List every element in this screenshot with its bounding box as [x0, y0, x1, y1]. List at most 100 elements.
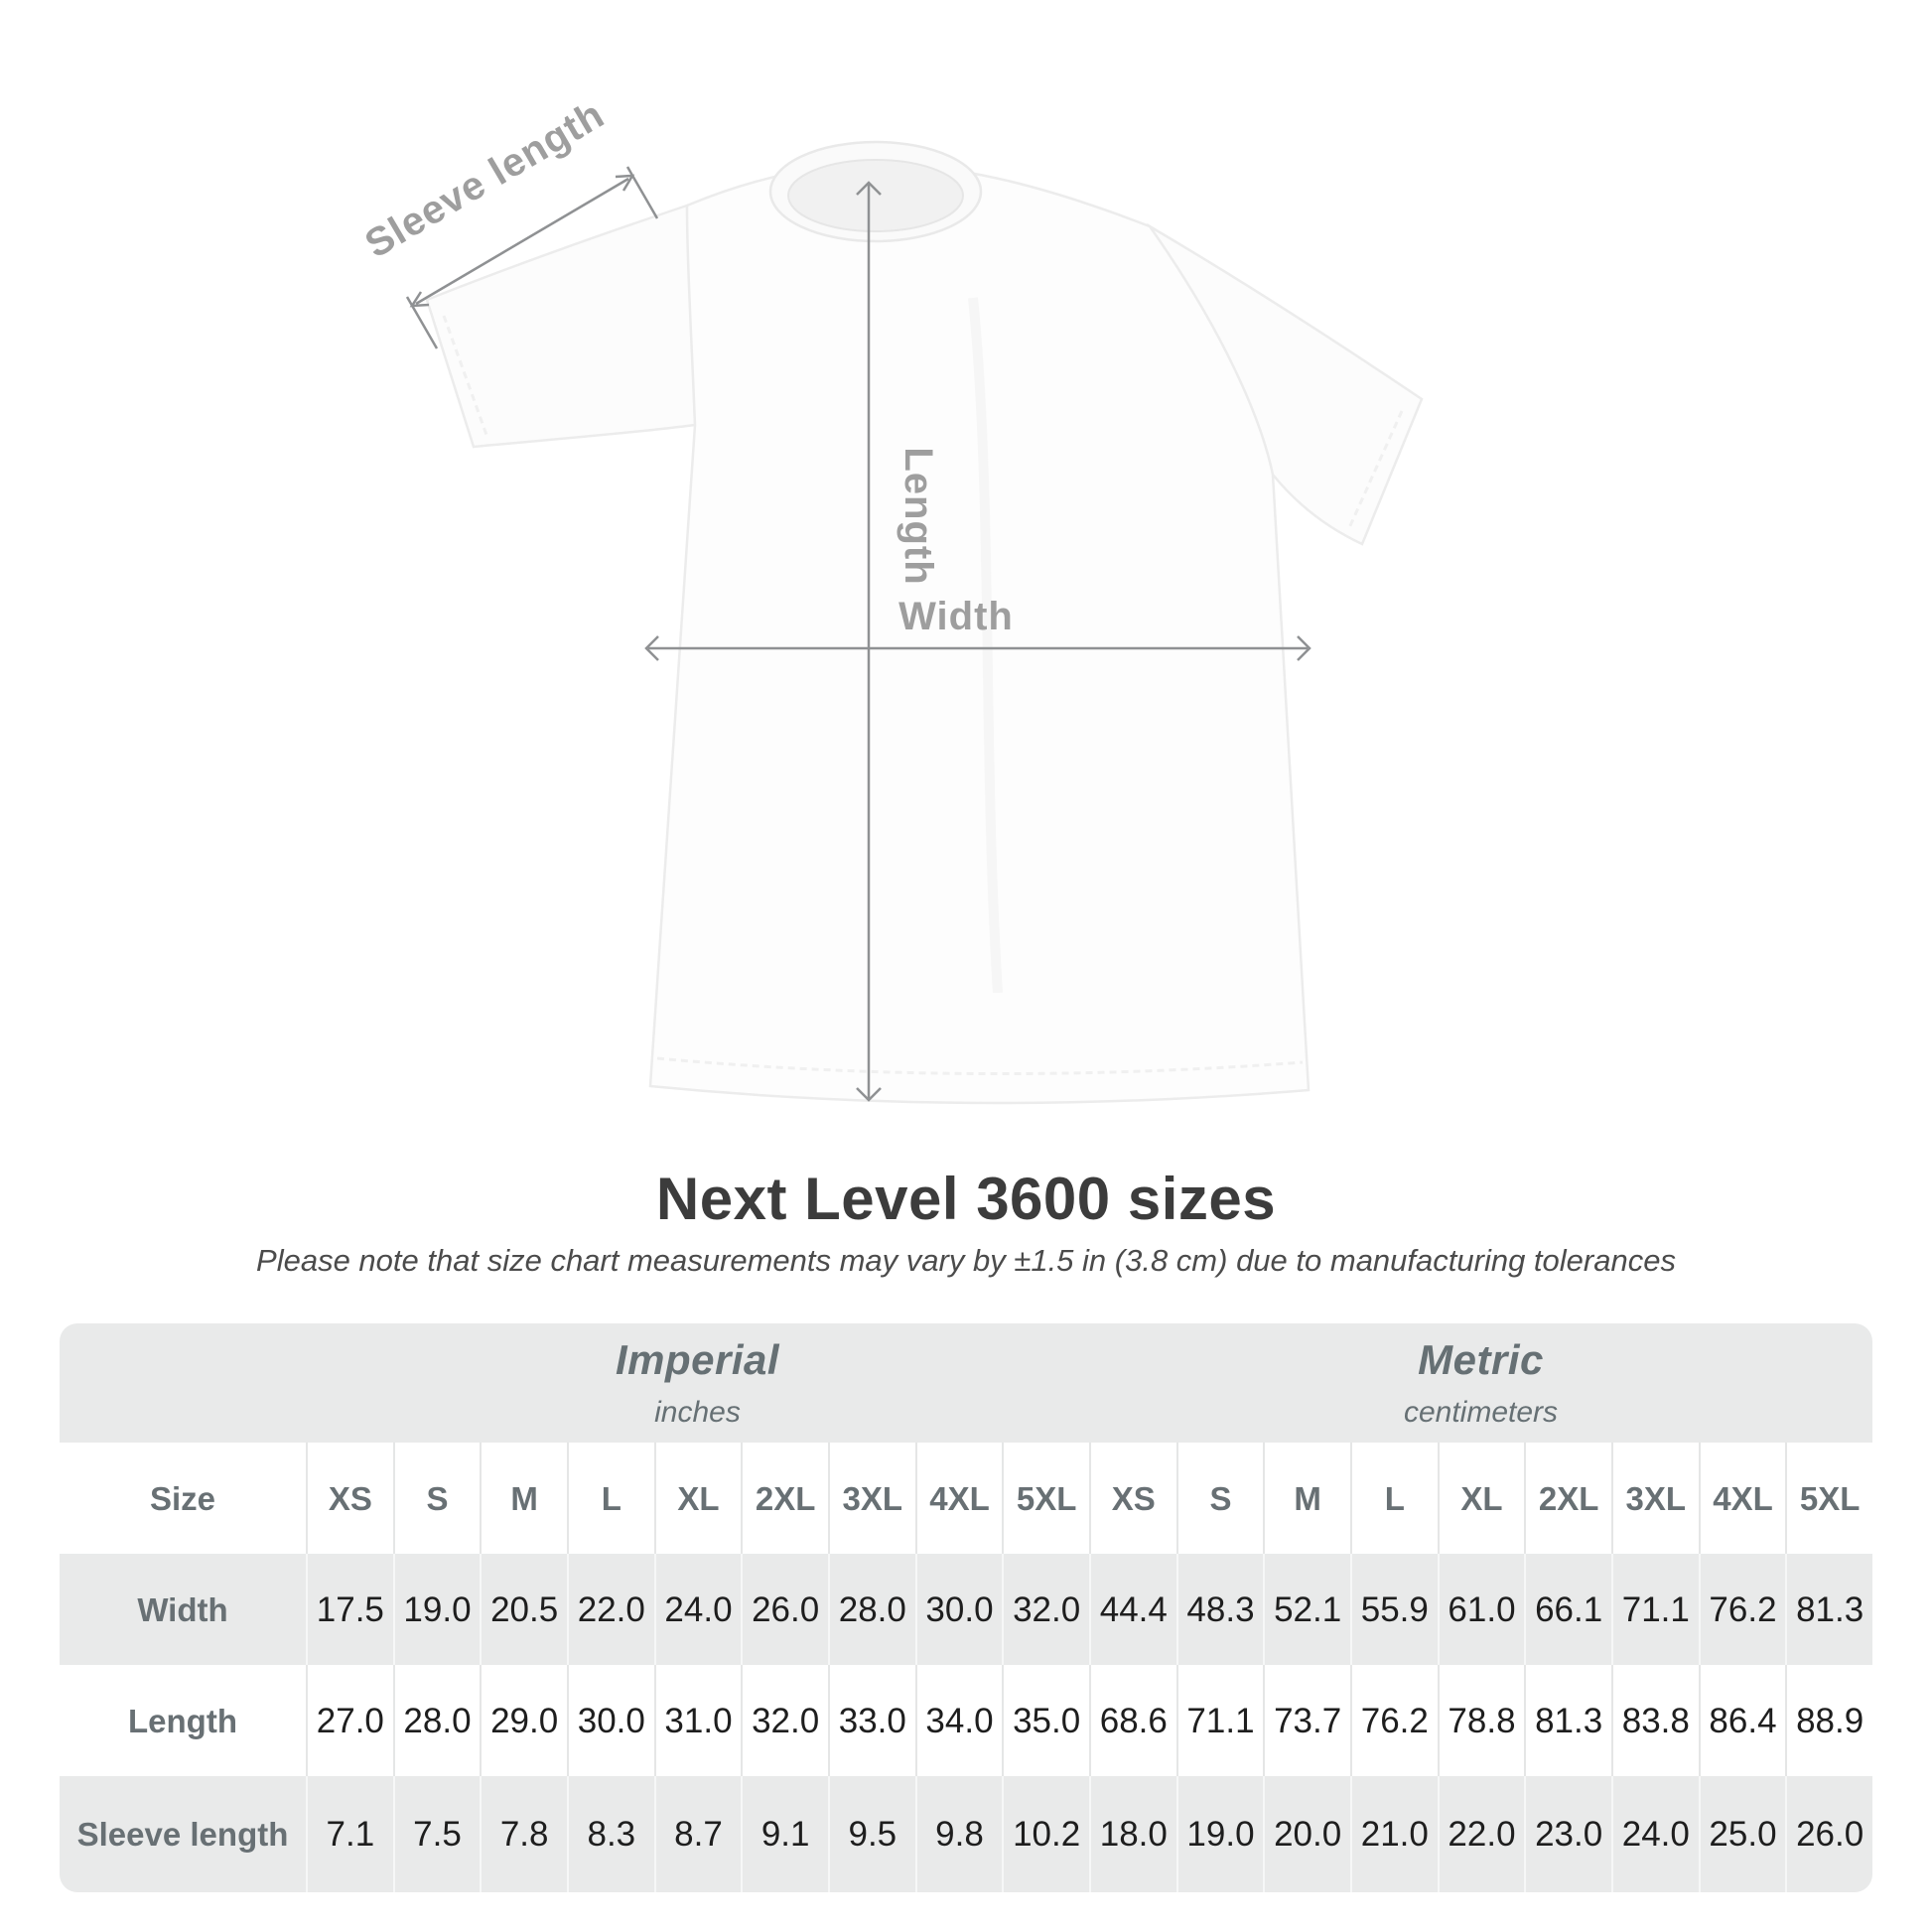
value-cell: 22.0	[566, 1554, 654, 1665]
value-cell: 52.1	[1263, 1554, 1350, 1665]
size-col-header-imperial-4xl: 4XL	[914, 1443, 1003, 1554]
size-col-header-metric-4xl: 4XL	[1698, 1443, 1786, 1554]
row-label-length: Length	[128, 1702, 237, 1739]
value-cell: 71.1	[1610, 1554, 1699, 1665]
size-col-header-metric-xl: XL	[1437, 1443, 1525, 1554]
value-cell: 25.0	[1698, 1776, 1786, 1892]
width-label: Width	[898, 595, 1014, 638]
value-cell: 23.0	[1524, 1776, 1611, 1892]
size-col-header-imperial-5xl: 5XL	[1002, 1443, 1089, 1554]
size-header-row: Size XS S M L XL 2XL 3XL 4XL 5XL XS S M …	[60, 1443, 1872, 1554]
size-col-header-imperial-3xl: 3XL	[827, 1443, 915, 1554]
value-cell: 83.8	[1610, 1665, 1699, 1776]
value-cell: 9.5	[827, 1776, 915, 1892]
value-cell: 30.0	[914, 1554, 1003, 1665]
value-cell: 29.0	[480, 1665, 567, 1776]
value-cell: 55.9	[1349, 1554, 1438, 1665]
sleeve-extension-tick-top	[625, 166, 659, 219]
length-label: Length	[897, 447, 940, 585]
imperial-group-title: Imperial	[615, 1336, 780, 1383]
value-cell: 33.0	[827, 1665, 915, 1776]
value-cell: 44.4	[1088, 1554, 1176, 1665]
tshirt-left-sleeve	[425, 204, 697, 449]
value-cell: 21.0	[1349, 1776, 1438, 1892]
size-col-header-metric-s: S	[1175, 1443, 1264, 1554]
length-arrowhead-bottom	[856, 1087, 882, 1102]
dimension-annotations	[405, 166, 1311, 1102]
size-col-header-imperial-s: S	[392, 1443, 481, 1554]
value-cell: 81.3	[1524, 1665, 1611, 1776]
tshirt-measurement-diagram: Sleeve length Length Width	[358, 92, 1424, 1105]
value-cell: 27.0	[306, 1665, 393, 1776]
size-col-header-imperial-xl: XL	[653, 1443, 742, 1554]
imperial-group-header: Imperial inches	[306, 1323, 1089, 1443]
value-cell: 61.0	[1437, 1554, 1525, 1665]
value-cell: 76.2	[1698, 1554, 1786, 1665]
size-col-header-metric-2xl: 2XL	[1524, 1443, 1611, 1554]
value-cell: 26.0	[741, 1554, 828, 1665]
value-cell: 81.3	[1785, 1554, 1872, 1665]
value-cell: 9.1	[741, 1776, 828, 1892]
size-col-header-metric-3xl: 3XL	[1610, 1443, 1699, 1554]
value-cell: 34.0	[914, 1665, 1003, 1776]
value-cell: 32.0	[1002, 1554, 1089, 1665]
value-cell: 17.5	[306, 1554, 393, 1665]
value-cell: 20.0	[1263, 1776, 1350, 1892]
sleeve-arrowhead-top	[615, 174, 635, 192]
value-cell: 88.9	[1785, 1665, 1872, 1776]
value-cell: 10.2	[1002, 1776, 1089, 1892]
size-chart-table: Imperial inches Metric centimeters Size …	[60, 1323, 1872, 1892]
size-col-header-metric-xs: XS	[1088, 1443, 1176, 1554]
row-label-width: Width	[137, 1590, 228, 1628]
value-cell: 32.0	[741, 1665, 828, 1776]
unit-group-row: Imperial inches Metric centimeters	[60, 1323, 1872, 1443]
value-cell: 24.0	[653, 1554, 742, 1665]
row-label-sleeve-length: Sleeve length	[76, 1816, 289, 1853]
value-cell: 86.4	[1698, 1665, 1786, 1776]
value-cell: 7.1	[306, 1776, 393, 1892]
size-col-header-metric-l: L	[1349, 1443, 1438, 1554]
tshirt-fold-shadow	[968, 297, 1003, 994]
size-col-header-imperial-2xl: 2XL	[741, 1443, 828, 1554]
value-cell: 7.5	[392, 1776, 481, 1892]
tshirt-right-sleeve	[1147, 222, 1424, 546]
value-cell: 31.0	[653, 1665, 742, 1776]
value-cell: 28.0	[392, 1665, 481, 1776]
value-cell: 78.8	[1437, 1665, 1525, 1776]
value-cell: 7.8	[480, 1776, 567, 1892]
value-cell: 68.6	[1088, 1665, 1176, 1776]
value-cell: 28.0	[827, 1554, 915, 1665]
sleeve-dimension-line	[415, 177, 629, 306]
table-row-sleeve-length: Sleeve length 7.1 7.5 7.8 8.3 8.7 9.1 9.…	[60, 1776, 1872, 1892]
sleeve-extension-tick-bottom	[405, 296, 439, 349]
width-arrowhead-left	[644, 635, 659, 661]
length-arrowhead-top	[856, 181, 882, 196]
tshirt-hem-stitch	[656, 1056, 1304, 1076]
size-col-header-imperial-xs: XS	[306, 1443, 393, 1554]
metric-group-title: Metric	[1418, 1336, 1544, 1383]
value-cell: 9.8	[914, 1776, 1003, 1892]
value-cell: 22.0	[1437, 1776, 1525, 1892]
size-col-header-imperial-l: L	[566, 1443, 654, 1554]
value-cell: 20.5	[480, 1554, 567, 1665]
value-cell: 26.0	[1785, 1776, 1872, 1892]
metric-group-unit: centimeters	[1403, 1396, 1559, 1429]
value-cell: 18.0	[1088, 1776, 1176, 1892]
size-corner-header: Size	[149, 1479, 216, 1517]
size-col-header-metric-m: M	[1263, 1443, 1350, 1554]
value-cell: 76.2	[1349, 1665, 1438, 1776]
value-cell: 19.0	[392, 1554, 481, 1665]
value-cell: 48.3	[1175, 1554, 1264, 1665]
tshirt-graphic	[425, 140, 1424, 1105]
tshirt-right-sleeve-stitch	[1346, 410, 1404, 531]
metric-group-header: Metric centimeters	[1089, 1323, 1872, 1443]
width-arrowhead-right	[1297, 635, 1311, 661]
table-row-width: Width 17.5 19.0 20.5 22.0 24.0 26.0 28.0…	[60, 1554, 1872, 1665]
table-row-length: Length 27.0 28.0 29.0 30.0 31.0 32.0 33.…	[60, 1665, 1872, 1776]
value-cell: 71.1	[1175, 1665, 1264, 1776]
page-title: Next Level 3600 sizes	[655, 1166, 1277, 1232]
page-subtitle: Please note that size chart measurements…	[256, 1243, 1676, 1278]
tshirt-collar-opening	[787, 159, 964, 232]
value-cell: 73.7	[1263, 1665, 1350, 1776]
